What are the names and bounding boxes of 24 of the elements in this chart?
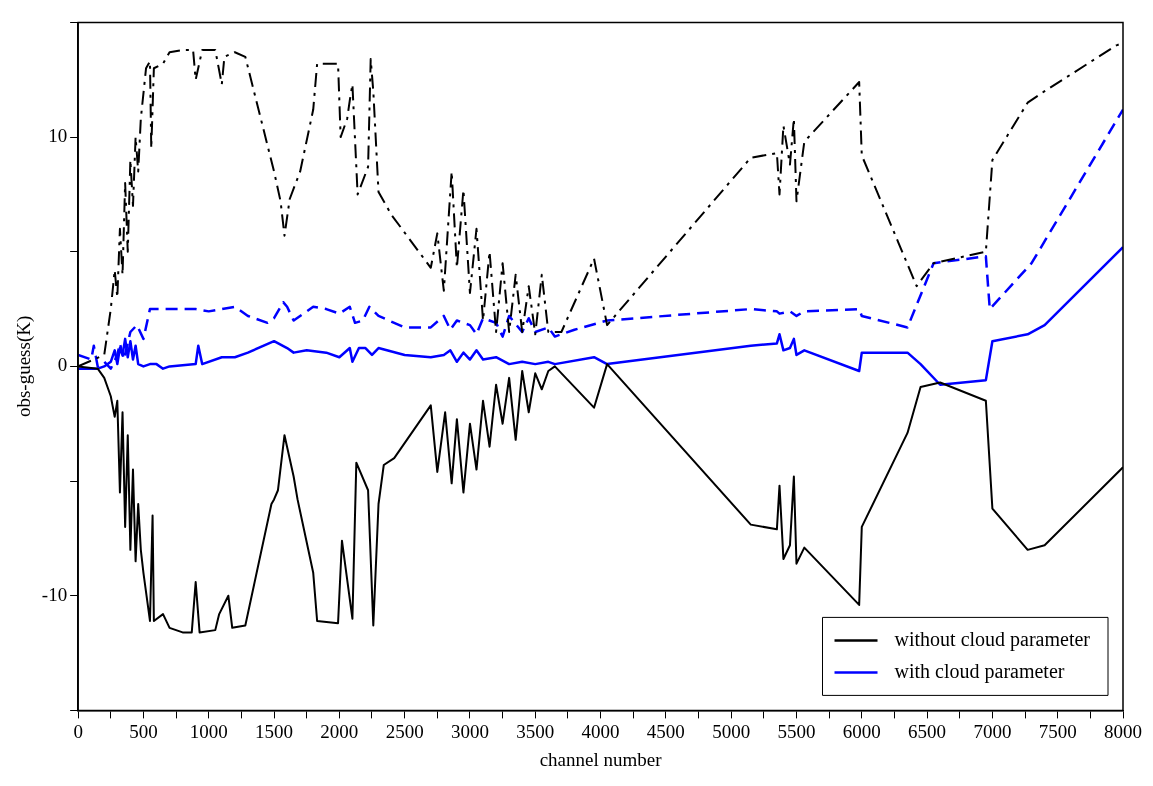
- y-tick-label: -10: [41, 583, 68, 605]
- x-tick-label: 3500: [516, 720, 555, 742]
- legend-label: with cloud parameter: [894, 659, 1065, 683]
- x-tick-label: 2500: [385, 720, 424, 742]
- x-tick-label: 500: [129, 720, 158, 742]
- y-tick-label: 0: [57, 354, 68, 376]
- x-tick-label: 1500: [255, 720, 294, 742]
- legend-label: without cloud parameter: [894, 627, 1091, 651]
- x-tick-label: 6500: [908, 720, 947, 742]
- x-axis-title: channel number: [539, 748, 663, 770]
- x-tick-label: 5000: [712, 720, 751, 742]
- x-tick-label: 5500: [777, 720, 816, 742]
- x-tick-label: 4000: [581, 720, 620, 742]
- x-tick-label: 1000: [189, 720, 228, 742]
- y-tick-label: 10: [48, 125, 68, 147]
- x-tick-label: 7500: [1038, 720, 1077, 742]
- x-tick-label: 2000: [320, 720, 359, 742]
- x-tick-label: 3000: [450, 720, 489, 742]
- x-tick-label: 6000: [842, 720, 881, 742]
- x-tick-label: 7000: [973, 720, 1012, 742]
- x-tick-label: 4500: [646, 720, 685, 742]
- y-axis-title: obs-guess(K): [13, 315, 36, 418]
- x-tick-label: 8000: [1104, 720, 1142, 742]
- x-tick-label: 0: [73, 720, 83, 742]
